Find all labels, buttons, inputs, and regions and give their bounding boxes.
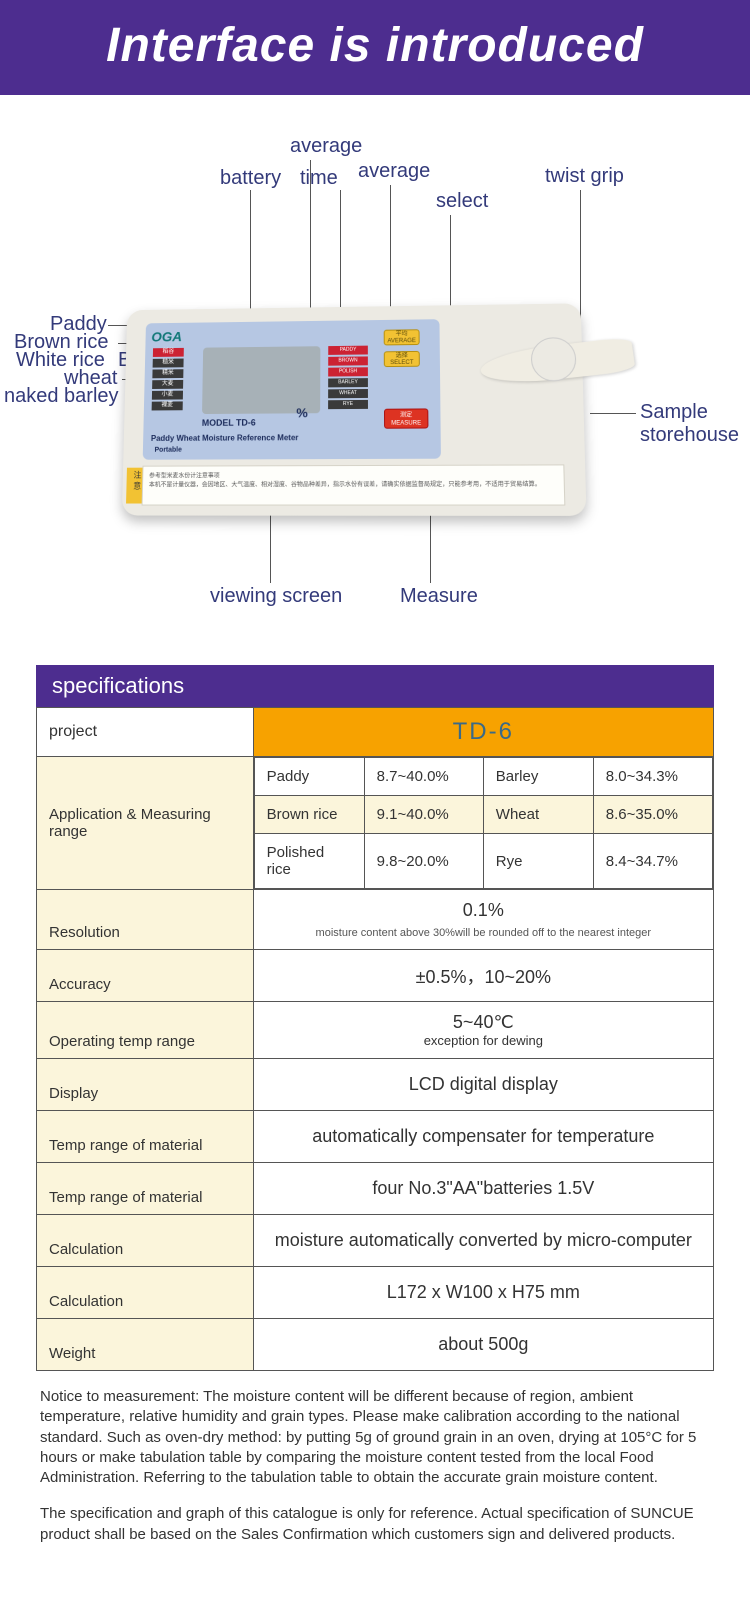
leader-average-right bbox=[390, 185, 391, 320]
product-name: TD-6 bbox=[253, 708, 713, 757]
spec-row-label: Temp range of material bbox=[37, 1111, 254, 1163]
callout-naked-barley: naked barley bbox=[4, 385, 119, 408]
spec-row-label: Resolution bbox=[37, 890, 254, 950]
device-body: OGA 稻谷糙米精米大麦小麦裸麦 PADDYBROWNPOLISHBARLEYW… bbox=[122, 303, 587, 516]
spec-row-value: 0.1%moisture content above 30%will be ro… bbox=[253, 890, 713, 950]
app-ranges: Paddy8.7~40.0%Barley8.0~34.3% Brown rice9… bbox=[253, 757, 713, 890]
project-label: project bbox=[37, 708, 254, 757]
lcd-screen bbox=[202, 346, 320, 414]
range-value: 8.7~40.0% bbox=[364, 758, 483, 796]
spec-table: projectTD-6Application & Measuring range… bbox=[36, 707, 714, 1371]
spec-row-label: Calculation bbox=[37, 1215, 254, 1267]
spec-row-value: automatically compensater for temperatur… bbox=[253, 1111, 713, 1163]
spec-row-value: ±0.5%，10~20% bbox=[253, 950, 713, 1002]
spec-section: specificationsprojectTD-6Application & M… bbox=[36, 665, 714, 1371]
callout-battery: battery bbox=[220, 167, 281, 190]
callout-average-top: average bbox=[290, 135, 362, 158]
callout-twist-grip: twist grip bbox=[545, 165, 624, 188]
right-grain-buttons: PADDYBROWNPOLISHBARLEYWHEATRYE bbox=[328, 346, 368, 410]
device-brand: OGA bbox=[151, 329, 182, 345]
yellow-buttons: 平均AVERAGE 选择SELECT bbox=[384, 329, 420, 367]
notice-text-1: Notice to measurement: The moisture cont… bbox=[40, 1387, 710, 1488]
range-value: 8.0~34.3% bbox=[593, 758, 712, 796]
notice-plate: 参考型米麦水份计注意事项本机不是计量仪器，会因地区、大气温度、相对湿度、谷物品种… bbox=[142, 464, 566, 505]
device-panel: OGA 稻谷糙米精米大麦小麦裸麦 PADDYBROWNPOLISHBARLEYW… bbox=[143, 319, 441, 460]
average-button: 平均AVERAGE bbox=[384, 329, 420, 345]
model-label: MODEL TD-6 bbox=[202, 418, 256, 428]
spec-row-label: Temp range of material bbox=[37, 1163, 254, 1215]
range-value: 8.6~35.0% bbox=[593, 796, 712, 834]
twist-grip bbox=[480, 332, 635, 394]
range-value: 8.4~34.7% bbox=[593, 834, 712, 889]
range-name: Polished rice bbox=[254, 834, 364, 889]
callout-viewing-screen: viewing screen bbox=[210, 585, 342, 608]
portable-label: Portable bbox=[151, 446, 186, 455]
leader-sample bbox=[590, 413, 636, 414]
callout-select: select bbox=[436, 190, 488, 213]
page: Interface is introduced average battery … bbox=[0, 0, 750, 1545]
banner-title: Interface is introduced bbox=[0, 0, 750, 95]
notice-text-2: The specification and graph of this cata… bbox=[40, 1504, 710, 1545]
range-name: Wheat bbox=[483, 796, 593, 834]
spec-row-label: Accuracy bbox=[37, 950, 254, 1002]
spec-row-value: moisture automatically converted by micr… bbox=[253, 1215, 713, 1267]
spec-row-value: LCD digital display bbox=[253, 1059, 713, 1111]
interface-diagram: average battery time average select twis… bbox=[0, 125, 750, 645]
range-name: Barley bbox=[483, 758, 593, 796]
device-subtitle: Paddy Wheat Moisture Reference Meter bbox=[151, 433, 299, 443]
measure-button: 测定MEASURE bbox=[384, 408, 428, 428]
callout-sample-storehouse: Sample storehouse bbox=[640, 401, 739, 447]
spec-row-value: L172 x W100 x H75 mm bbox=[253, 1267, 713, 1319]
range-name: Paddy bbox=[254, 758, 364, 796]
spec-row-value: 5~40℃exception for dewing bbox=[253, 1002, 713, 1059]
percent-label: % bbox=[296, 405, 308, 420]
spec-row-label: Weight bbox=[37, 1319, 254, 1371]
callout-time: time bbox=[300, 167, 338, 190]
spec-row-label: Operating temp range bbox=[37, 1002, 254, 1059]
callout-average-right: average bbox=[358, 160, 430, 183]
left-grain-buttons: 稻谷糙米精米大麦小麦裸麦 bbox=[152, 348, 184, 411]
spec-row-value: about 500g bbox=[253, 1319, 713, 1371]
spec-header: specifications bbox=[36, 665, 714, 707]
spec-row-label: Display bbox=[37, 1059, 254, 1111]
range-name: Rye bbox=[483, 834, 593, 889]
range-name: Brown rice bbox=[254, 796, 364, 834]
select-button: 选择SELECT bbox=[384, 351, 420, 367]
app-label: Application & Measuring range bbox=[37, 757, 254, 890]
callout-measure: Measure bbox=[400, 585, 478, 608]
spec-row-label: Calculation bbox=[37, 1267, 254, 1319]
range-value: 9.8~20.0% bbox=[364, 834, 483, 889]
spec-row-value: four No.3"AA"batteries 1.5V bbox=[253, 1163, 713, 1215]
range-value: 9.1~40.0% bbox=[364, 796, 483, 834]
